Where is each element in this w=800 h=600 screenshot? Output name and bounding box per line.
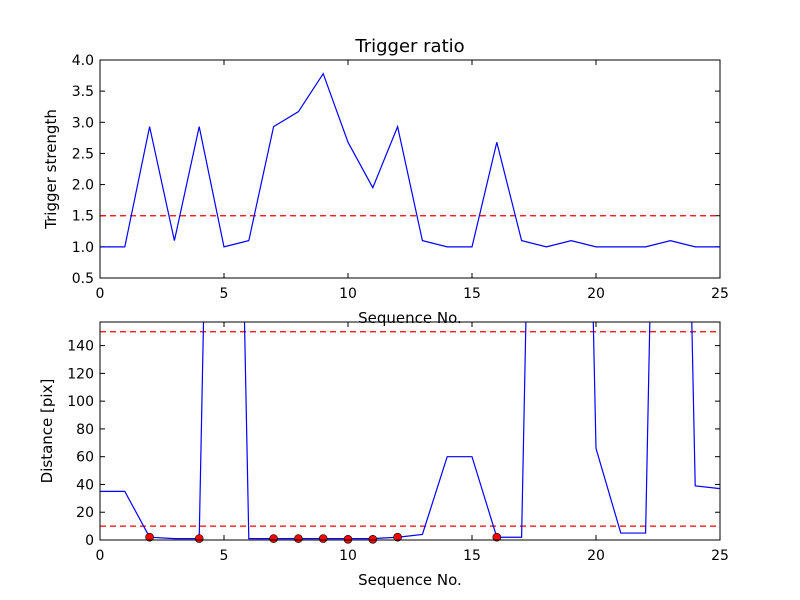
bottom-y-tick-label: 120 [67,366,94,382]
top-chart-title: Trigger ratio [354,36,464,57]
bottom-marker-point [145,532,154,542]
top-y-tick-label: 4.0 [72,53,94,69]
top-y-tick-label: 1.5 [72,209,94,225]
bottom-marker-point [343,535,353,544]
bottom-chart: 0 5 10 15 20 25 0 20 40 60 80 100 120 140 Sequence No… [38,321,729,589]
top-x-tick-label: 15 [463,286,481,302]
top-chart-ylabel: Trigger strength [42,109,60,230]
bottom-chart-ylabel: Distance [pix] [38,379,56,484]
bottom-marker-point [318,534,328,543]
top-x-tick-label: 10 [339,286,357,302]
bottom-x-tick-label: 5 [220,548,229,564]
top-chart-xlabel: Sequence No. [358,309,462,327]
bottom-y-tick-label: 40 [76,477,94,493]
top-chart-series [100,72,720,248]
top-chart-frame [99,59,721,279]
top-x-tick-label: 5 [220,286,229,302]
top-x-tick-label: 25 [711,286,729,302]
bottom-marker-point [294,534,303,543]
top-x-tick-label: 20 [587,286,605,302]
bottom-marker-point [492,532,502,542]
bottom-chart-ticks: 0 5 10 15 20 25 0 20 40 60 80 100 120 140 [67,322,729,564]
bottom-chart-frame [99,321,721,541]
top-y-tick-label: 2.0 [72,178,94,194]
top-y-tick-label: 3.5 [72,84,94,100]
top-chart-ticks: 0 5 10 15 20 25 0.5 1.0 1.5 2.0 2.5 3.0 3.5 4.0 [72,53,729,302]
bottom-y-tick-label: 140 [67,339,94,355]
bottom-y-tick-label: 100 [67,394,94,410]
bottom-chart-series [100,322,720,540]
bottom-chart-markers [145,532,502,544]
top-y-tick-label: 3.0 [72,115,94,131]
bottom-marker-point [269,534,278,543]
bottom-marker-point [368,535,378,544]
bottom-y-tick-label: 20 [76,505,94,521]
top-y-tick-label: 1.0 [72,240,94,256]
bottom-chart-xlabel: Sequence No. [358,571,462,589]
top-y-tick-label: 0.5 [72,271,94,287]
top-y-tick-label: 2.5 [72,146,94,162]
top-series-line [100,72,720,248]
top-chart: Trigger ratio 0 5 10 15 20 25 0.5 1.0 1.5 2.0 2.5 3… [42,36,729,327]
bottom-y-tick-label: 60 [76,450,94,466]
bottom-marker-point [194,534,204,543]
bottom-series-line [100,322,720,540]
bottom-chart-threshold-lines [100,331,720,527]
bottom-x-tick-label: 0 [96,548,105,564]
bottom-x-tick-label: 10 [339,548,357,564]
bottom-x-tick-label: 20 [587,548,605,564]
bottom-x-tick-label: 25 [711,548,729,564]
bottom-y-tick-label: 0 [85,533,94,549]
bottom-y-tick-label: 80 [76,422,94,438]
bottom-marker-point [393,532,402,542]
bottom-x-tick-label: 15 [463,548,481,564]
top-x-tick-label: 0 [96,286,105,302]
